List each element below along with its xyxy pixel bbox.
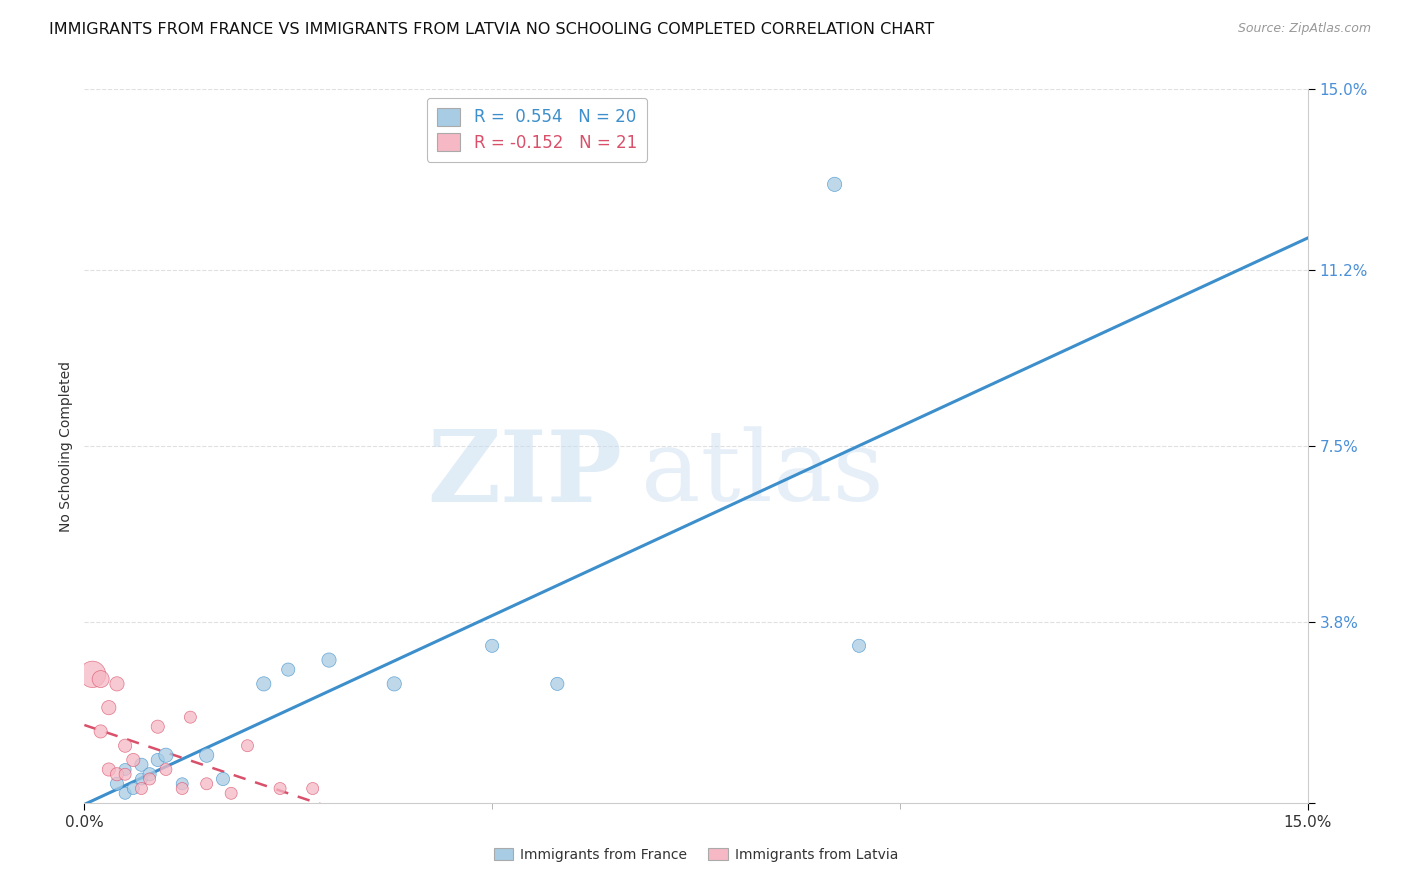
- Text: IMMIGRANTS FROM FRANCE VS IMMIGRANTS FROM LATVIA NO SCHOOLING COMPLETED CORRELAT: IMMIGRANTS FROM FRANCE VS IMMIGRANTS FRO…: [49, 22, 935, 37]
- Point: [131, 772, 153, 786]
- Point: [301, 781, 323, 796]
- Point: [114, 767, 136, 781]
- Point: [97, 700, 120, 714]
- Text: ZIP: ZIP: [427, 426, 623, 523]
- Point: [236, 739, 259, 753]
- Point: [105, 767, 128, 781]
- Point: [172, 781, 194, 796]
- Text: Source: ZipAtlas.com: Source: ZipAtlas.com: [1237, 22, 1371, 36]
- Point: [90, 724, 112, 739]
- Y-axis label: No Schooling Completed: No Schooling Completed: [59, 360, 73, 532]
- Point: [131, 757, 153, 772]
- Point: [195, 777, 218, 791]
- Point: [122, 753, 145, 767]
- Point: [114, 763, 136, 777]
- Point: [138, 767, 160, 781]
- Text: atlas: atlas: [641, 426, 884, 523]
- Legend: Immigrants from France, Immigrants from Latvia: Immigrants from France, Immigrants from …: [488, 842, 904, 867]
- Point: [195, 748, 218, 763]
- Point: [105, 677, 128, 691]
- Point: [382, 677, 405, 691]
- Point: [179, 710, 201, 724]
- Point: [269, 781, 291, 796]
- Point: [138, 772, 160, 786]
- Point: [318, 653, 340, 667]
- Point: [546, 677, 568, 691]
- Point: [277, 663, 299, 677]
- Point: [114, 786, 136, 800]
- Point: [105, 777, 128, 791]
- Point: [848, 639, 870, 653]
- Point: [219, 786, 242, 800]
- Point: [122, 781, 145, 796]
- Point: [131, 781, 153, 796]
- Point: [114, 739, 136, 753]
- Point: [481, 639, 503, 653]
- Point: [146, 753, 169, 767]
- Point: [90, 672, 112, 686]
- Point: [155, 748, 177, 763]
- Point: [146, 720, 169, 734]
- Point: [212, 772, 235, 786]
- Point: [155, 763, 177, 777]
- Point: [172, 777, 194, 791]
- Point: [824, 178, 846, 192]
- Point: [253, 677, 276, 691]
- Point: [82, 667, 104, 681]
- Point: [97, 763, 120, 777]
